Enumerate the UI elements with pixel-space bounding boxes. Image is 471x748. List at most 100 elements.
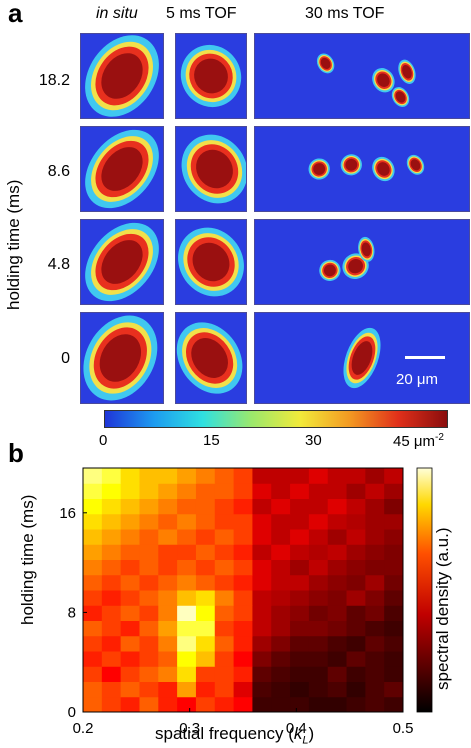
tile-r2-c0 xyxy=(80,219,164,305)
heatmap-cell xyxy=(214,513,235,530)
heatmap-cell xyxy=(290,513,310,530)
heatmap-cell xyxy=(365,681,385,698)
heatmap-cell xyxy=(101,544,122,560)
heatmap-cell xyxy=(384,498,404,515)
tile-r3-c0 xyxy=(80,312,164,404)
heatmap-cell xyxy=(214,498,235,515)
heatmap-cell xyxy=(195,544,216,560)
heatmap-cell xyxy=(327,651,348,667)
heatmap-cell xyxy=(327,620,348,637)
heatmap-cell xyxy=(308,635,329,652)
heatmap-cell xyxy=(252,468,272,484)
heatmap-cell xyxy=(158,544,178,560)
heatmap-cell xyxy=(290,498,310,515)
heatmap-cell xyxy=(233,620,253,637)
heatmap-cell xyxy=(308,529,329,545)
col-head-30ms-tof: 30 ms TOF xyxy=(305,5,385,22)
heatmap-cell xyxy=(271,498,291,515)
heatmap-x-axis-label: spatial frequency (kL) xyxy=(155,724,314,746)
heatmap-cell xyxy=(214,590,235,606)
heatmap-cell xyxy=(233,574,253,591)
heatmap-cell xyxy=(83,483,103,499)
heatmap-cell xyxy=(177,651,197,667)
heatmap-cell xyxy=(120,574,140,591)
heatmap-cell xyxy=(195,559,216,576)
heatmap-cell xyxy=(271,529,291,545)
heatmap-cell xyxy=(271,696,291,713)
colorbar-tick-30: 30 xyxy=(305,432,322,449)
heatmap-cell xyxy=(139,468,159,484)
heatmap-cell xyxy=(384,529,404,545)
heatmap-cell xyxy=(233,468,253,484)
heatmap-cell xyxy=(252,620,272,637)
y-tick-label: 0 xyxy=(68,704,76,721)
heatmap-cell xyxy=(214,696,235,713)
heatmap-cell xyxy=(158,681,178,698)
heatmap-cell xyxy=(120,513,140,530)
heatmap-cell xyxy=(158,620,178,637)
heatmap-cell xyxy=(139,681,159,698)
heatmap-cell xyxy=(101,574,122,591)
heatmap-cell xyxy=(120,635,140,652)
heatmap-cell xyxy=(233,529,253,545)
heatmap-cell xyxy=(83,696,103,713)
heatmap-cell xyxy=(271,590,291,606)
heatmap-cell xyxy=(346,529,366,545)
scale-bar-label: 20 μm xyxy=(396,371,438,388)
heatmap-cell xyxy=(214,483,235,499)
heatmap-cell xyxy=(290,666,310,682)
heatmap-cell xyxy=(139,590,159,606)
heatmap-cell xyxy=(365,666,385,682)
heatmap-cell xyxy=(158,468,178,484)
heatmap-cell xyxy=(120,483,140,499)
colorbar-unit-exp: -2 xyxy=(435,432,444,443)
heatmap-cell xyxy=(139,574,159,591)
panel-a-letter: a xyxy=(8,0,23,28)
heatmap-cell xyxy=(83,635,103,652)
heatmap-cell xyxy=(271,620,291,637)
heatmap-cell xyxy=(233,666,253,682)
heatmap-cell xyxy=(365,574,385,591)
heatmap-cell xyxy=(158,574,178,591)
panel-a-y-title: holding time (ms) xyxy=(4,179,23,310)
heatmap-cell xyxy=(101,620,122,637)
colorbar-tick-45: 45 μm-2 xyxy=(393,432,444,450)
heatmap-cell xyxy=(120,468,140,484)
heatmap-cell xyxy=(101,696,122,713)
heatmap-cell xyxy=(139,513,159,530)
heatmap-cell xyxy=(365,483,385,499)
heatmap-cell xyxy=(308,513,329,530)
heatmap-cell xyxy=(252,696,272,713)
heatmap-cell xyxy=(177,559,197,576)
heatmap-cell xyxy=(252,574,272,591)
heatmap-cell xyxy=(252,529,272,545)
heatmap-cell xyxy=(327,605,348,621)
heatmap-cell xyxy=(346,559,366,576)
heatmap-cell xyxy=(365,635,385,652)
heatmap-cell xyxy=(83,468,103,484)
heatmap-cell xyxy=(195,513,216,530)
heatmap-cell xyxy=(252,681,272,698)
heatmap-cell xyxy=(308,483,329,499)
heatmap-cell xyxy=(346,605,366,621)
heatmap-cell xyxy=(177,483,197,499)
heatmap-cell xyxy=(214,468,235,484)
heatmap-cell xyxy=(271,468,291,484)
heatmap-cell xyxy=(158,529,178,545)
heatmap-cell xyxy=(195,635,216,652)
heatmap-cell xyxy=(214,681,235,698)
heatmap-cell xyxy=(308,468,329,484)
heatmap-cell xyxy=(158,513,178,530)
heatmap-cell xyxy=(195,468,216,484)
heatmap-cell xyxy=(252,483,272,499)
heatmap-cell xyxy=(195,620,216,637)
heatmap-cell xyxy=(214,529,235,545)
heatmap-cell xyxy=(233,483,253,499)
heatmap-cell xyxy=(271,574,291,591)
heatmap-cell xyxy=(195,483,216,499)
heatmap-cell xyxy=(120,666,140,682)
colorbar-a xyxy=(104,410,448,428)
heatmap-cell xyxy=(365,498,385,515)
heatmap-cell xyxy=(365,529,385,545)
heatmap-cell xyxy=(177,498,197,515)
